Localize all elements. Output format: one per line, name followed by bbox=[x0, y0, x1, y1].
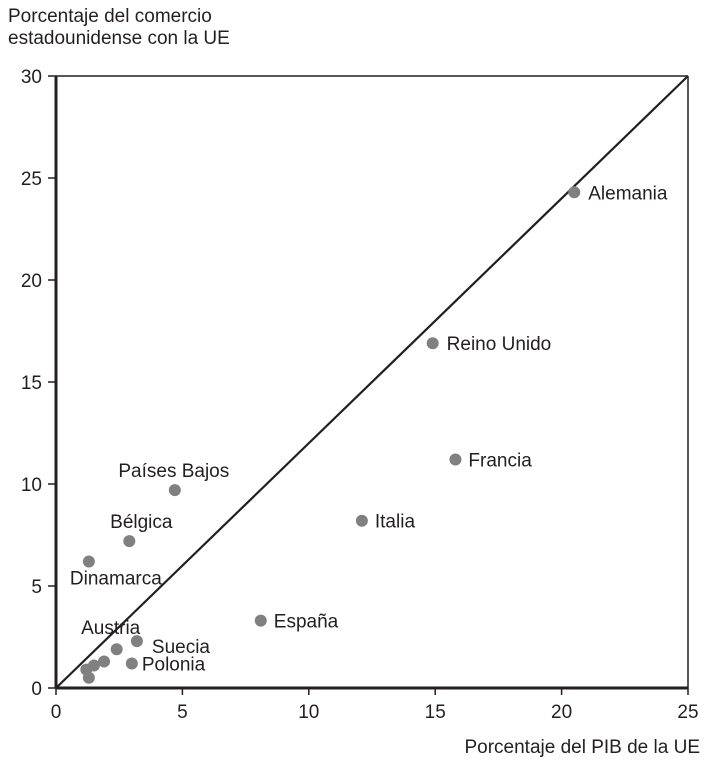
y-tick-label: 10 bbox=[21, 475, 42, 496]
point-label: Dinamarca bbox=[70, 569, 162, 590]
x-tick-label: 15 bbox=[425, 702, 446, 723]
data-point bbox=[125, 657, 138, 670]
y-axis-label-line-1: Porcentaje del comercio bbox=[8, 6, 212, 27]
y-tick-label: 15 bbox=[21, 373, 42, 394]
y-tick-label: 25 bbox=[21, 169, 42, 190]
axes: 0 5 10 15 20 25 0 5 10 15 20 25 30 bbox=[21, 67, 699, 723]
data-point bbox=[426, 337, 439, 350]
point-label: Italia bbox=[375, 512, 416, 533]
point-label: Reino Unido bbox=[447, 334, 552, 355]
point-label: Suecia bbox=[152, 637, 211, 658]
data-points bbox=[80, 186, 581, 684]
data-point bbox=[568, 186, 581, 199]
data-point bbox=[87, 659, 100, 672]
data-point bbox=[130, 635, 143, 648]
x-tick-label: 25 bbox=[677, 702, 698, 723]
x-axis-label: Porcentaje del PIB de la UE bbox=[464, 737, 700, 758]
data-point bbox=[168, 484, 181, 497]
x-tick-label: 10 bbox=[298, 702, 319, 723]
point-label: Polonia bbox=[142, 655, 206, 676]
point-label: Austria bbox=[81, 618, 141, 639]
y-tick-label: 20 bbox=[21, 271, 42, 292]
data-point bbox=[98, 655, 111, 668]
point-label: Bélgica bbox=[110, 512, 173, 533]
y-axis-label-line-2: estadounidense con la UE bbox=[8, 28, 230, 49]
point-label: Alemania bbox=[588, 183, 668, 204]
data-point bbox=[449, 453, 462, 466]
data-point bbox=[110, 643, 123, 656]
data-point bbox=[82, 555, 95, 568]
point-label: España bbox=[274, 612, 339, 633]
y-tick-label: 0 bbox=[31, 679, 42, 700]
point-label: Francia bbox=[468, 451, 532, 472]
data-point bbox=[254, 614, 267, 627]
reference-line bbox=[55, 75, 689, 689]
data-point bbox=[123, 535, 136, 548]
x-tick-label: 5 bbox=[177, 702, 188, 723]
y-tick-label: 5 bbox=[31, 577, 42, 598]
point-label: Países Bajos bbox=[118, 461, 229, 482]
data-point bbox=[355, 514, 368, 527]
x-tick-label: 20 bbox=[551, 702, 572, 723]
y-tick-label: 30 bbox=[21, 67, 42, 88]
reference-line-group bbox=[55, 75, 689, 689]
point-labels: Alemania Reino Unido Francia Italia España Pa… bbox=[70, 183, 668, 675]
x-tick-label: 0 bbox=[51, 702, 62, 723]
data-point bbox=[82, 671, 95, 684]
